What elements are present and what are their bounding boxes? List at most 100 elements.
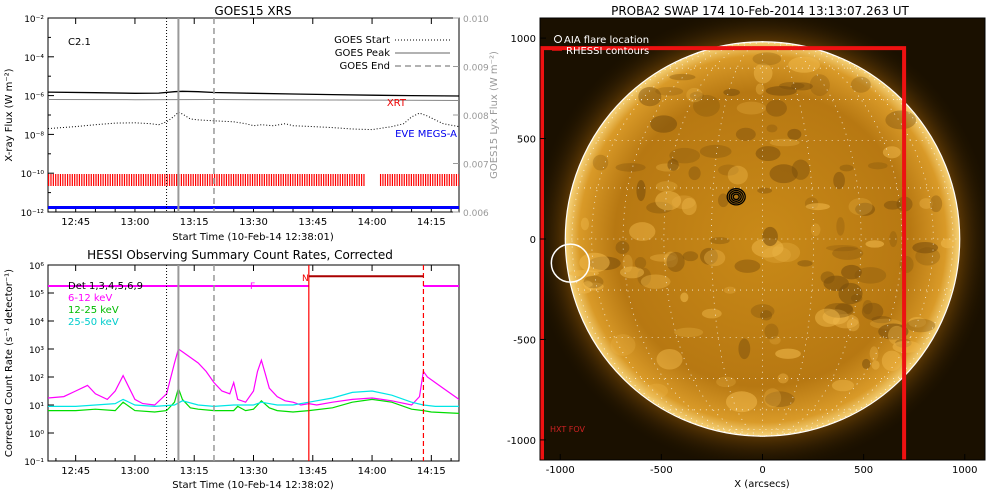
legend-goes-end: GOES End <box>340 61 390 72</box>
hessi-series <box>48 285 459 414</box>
xrt-coverage-tick <box>403 174 405 186</box>
solar-texture-blob <box>892 340 921 353</box>
solar-texture-blob <box>674 327 704 338</box>
goes-coverage-bands <box>48 174 459 209</box>
xrt-coverage-tick <box>358 174 360 186</box>
solar-texture-blob <box>750 304 775 319</box>
solar-texture-blob <box>871 316 892 324</box>
legend-25-50: 25-50 keV <box>68 317 119 328</box>
x-tick-label: 12:45 <box>61 466 90 477</box>
xrt-coverage-tick <box>206 174 209 186</box>
eve-coverage-bar <box>48 206 459 209</box>
solar-texture-blob <box>634 257 647 269</box>
solar-texture-blob <box>883 200 902 210</box>
solar-texture-blob <box>775 348 801 359</box>
xrt-coverage-tick <box>225 174 228 186</box>
xrt-coverage-tick <box>202 174 204 186</box>
solar-texture-blob <box>669 73 696 81</box>
solar-y-tick-label: -1000 <box>507 436 536 447</box>
xrt-coverage-tick <box>439 174 441 186</box>
xrt-coverage-tick <box>413 174 415 186</box>
legend-goes-peak: GOES Peak <box>335 48 390 59</box>
longitude-line <box>571 41 763 437</box>
x-tick-label: 13:15 <box>180 466 209 477</box>
xrt-coverage-tick <box>268 174 270 186</box>
solar-texture-blob <box>869 346 879 361</box>
flag-f: F <box>250 282 255 292</box>
solar-texture-blob <box>862 299 873 315</box>
xrt-coverage-tick <box>235 174 237 186</box>
xrt-coverage-tick <box>187 174 190 186</box>
hessi-series-line <box>48 390 459 408</box>
y2-tick-label: 0.010 <box>463 15 489 25</box>
xrt-coverage-tick <box>294 174 296 186</box>
solar-texture-blob <box>836 217 845 236</box>
xrt-coverage-tick <box>398 174 401 186</box>
hessi-series-line <box>48 348 459 406</box>
goes-panel: GOES15 XRS 10⁻² 10⁻⁴ 10⁻⁶ 10⁻⁸ 10⁻¹⁰ 10⁻¹² 0.… <box>4 4 500 243</box>
solar-texture-blob <box>638 86 662 107</box>
solar-texture-blob <box>887 325 906 346</box>
solar-texture-blob <box>735 127 756 141</box>
solar-texture-blob <box>915 247 941 266</box>
solar-texture-blob <box>667 158 679 171</box>
goes-y2label: GOES15 Lyx Flux (W m⁻²) <box>489 51 500 179</box>
solar-texture-blob <box>889 231 898 248</box>
goes-series-line <box>48 98 459 101</box>
xrt-coverage-tick <box>164 174 166 186</box>
xrt-coverage-tick <box>102 174 104 186</box>
solar-texture-blob <box>846 318 860 332</box>
xrt-coverage-tick <box>100 174 102 186</box>
solar-texture-blob <box>645 383 669 399</box>
hessi-title: HESSI Observing Summary Count Rates, Cor… <box>87 248 393 262</box>
y-tick-label: 10⁵ <box>29 290 44 300</box>
xrt-coverage-tick <box>230 174 232 186</box>
xrt-coverage-tick <box>157 174 159 186</box>
xrt-coverage-tick <box>69 174 71 186</box>
goes-flare-class: C2.1 <box>68 37 91 48</box>
xrt-coverage-tick <box>152 174 154 186</box>
longitude-line <box>762 41 954 437</box>
xrt-coverage-tick <box>52 174 54 186</box>
legend-goes-start: GOES Start <box>334 35 390 46</box>
solar-texture-blob <box>790 82 813 91</box>
y-tick-label: 10⁻¹⁰ <box>21 170 45 180</box>
solar-texture-blob <box>610 334 636 356</box>
solar-texture-blob <box>929 195 943 213</box>
xrt-coverage-tick <box>251 174 254 186</box>
solar-texture-blob <box>619 266 645 279</box>
solar-texture-blob <box>693 94 720 117</box>
solar-texture-blob <box>764 391 795 408</box>
xrt-coverage-tick <box>211 174 213 186</box>
xrt-coverage-tick <box>441 174 443 186</box>
xrt-coverage-tick <box>199 174 201 186</box>
legend-rhessi: RHESSI contours <box>566 46 649 57</box>
solar-texture-blob <box>862 358 871 370</box>
xrt-coverage-tick <box>55 174 57 186</box>
solar-y-tick-label: 1000 <box>511 34 536 45</box>
xrt-coverage-tick <box>240 174 242 186</box>
solar-texture-blob <box>765 85 797 96</box>
xrt-coverage-tick <box>266 174 268 186</box>
xrt-coverage-tick <box>313 174 315 186</box>
xrt-coverage-tick <box>451 174 453 186</box>
xrt-coverage-tick <box>128 174 130 186</box>
xrt-coverage-tick <box>389 174 391 186</box>
solar-texture-blob <box>656 348 683 370</box>
xrt-coverage-tick <box>448 174 450 186</box>
xrt-coverage-tick <box>436 174 439 186</box>
xrt-coverage-tick <box>417 174 420 186</box>
xrt-coverage-tick <box>204 174 206 186</box>
xrt-coverage-tick <box>66 174 69 186</box>
xrt-coverage-tick <box>278 174 280 186</box>
solar-texture-blob <box>787 128 802 140</box>
solar-x-axis: -1000 -500 0 500 1000 <box>546 454 977 476</box>
x-tick-label: 13:30 <box>239 466 268 477</box>
xrt-coverage-tick <box>299 174 301 186</box>
solar-texture-blob <box>640 274 671 289</box>
xrt-coverage-tick <box>446 174 448 186</box>
xrt-coverage-tick <box>420 174 422 186</box>
x-tick-label: 13:45 <box>298 217 327 228</box>
y-tick-label: 10⁻⁴ <box>24 54 44 64</box>
solar-y-tick-label: -500 <box>513 335 536 346</box>
